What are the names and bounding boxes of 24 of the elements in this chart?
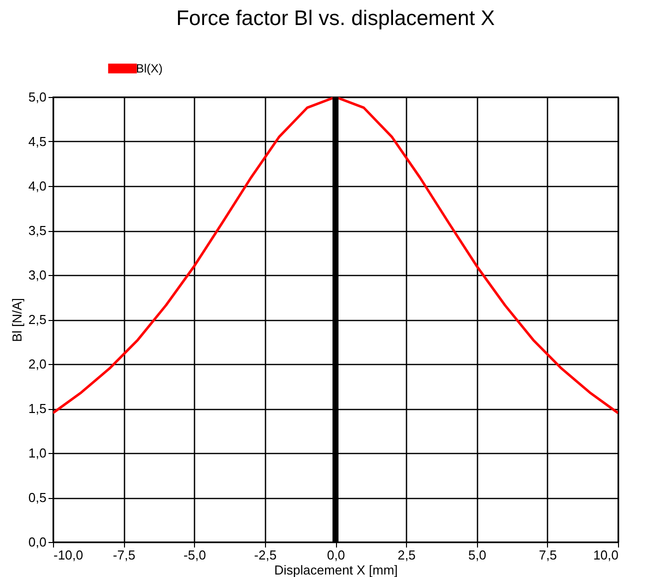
x-tick-label: 10,0 bbox=[593, 548, 618, 562]
y-axis-title: Bl [N/A] bbox=[9, 298, 24, 342]
x-tick-label: 7,5 bbox=[538, 548, 557, 562]
legend-label: Bl(X) bbox=[136, 62, 163, 76]
x-tick-label: -7,5 bbox=[112, 548, 136, 562]
x-tick-label: 2,5 bbox=[398, 548, 416, 562]
x-tick-label: -2,5 bbox=[254, 548, 277, 562]
y-tick-label: 3,0 bbox=[28, 268, 46, 282]
y-tick-label: 2,0 bbox=[28, 356, 46, 372]
x-tick-label: -10,0 bbox=[54, 548, 84, 562]
x-axis-title: Displacement X [mm] bbox=[274, 562, 398, 577]
y-tick-label: 2,5 bbox=[28, 312, 46, 327]
x-tick-label: -5,0 bbox=[184, 548, 206, 562]
y-tick-label: 0,0 bbox=[28, 534, 46, 550]
y-tick-label: 1,0 bbox=[28, 446, 46, 460]
y-tick-label: 3,5 bbox=[28, 223, 46, 238]
chart-title: Force factor Bl vs. displacement X bbox=[176, 7, 495, 30]
x-tick-label: 5,0 bbox=[468, 548, 486, 562]
y-tick-label: 5,0 bbox=[28, 90, 46, 104]
y-tick-label: 4,0 bbox=[28, 178, 46, 194]
x-tick-label: 0,0 bbox=[326, 548, 346, 562]
y-tick-label: 4,5 bbox=[28, 134, 46, 149]
y-tick-label: 1,5 bbox=[28, 401, 46, 416]
y-tick-label: 0,5 bbox=[28, 490, 46, 505]
